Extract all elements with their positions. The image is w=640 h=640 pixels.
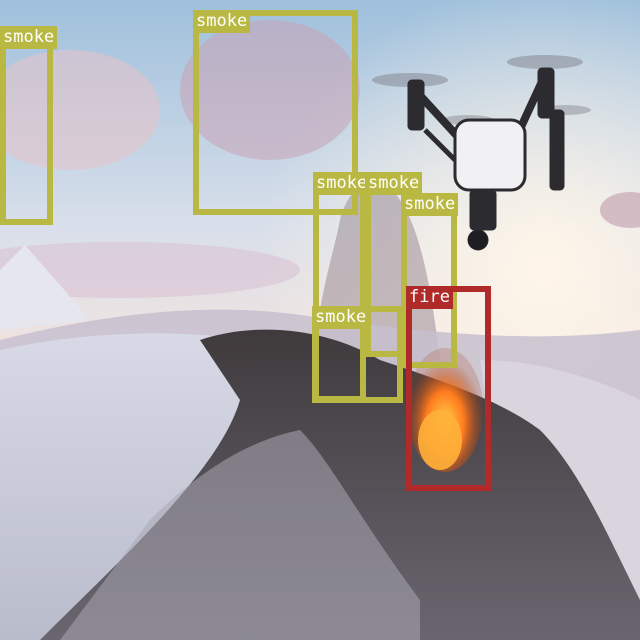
- detection-label: smoke: [313, 172, 371, 195]
- detection-label: smoke: [312, 306, 370, 329]
- detection-label: smoke: [0, 26, 58, 49]
- smoke-detection-box: smoke: [312, 306, 403, 403]
- smoke-detection-box: smoke: [0, 26, 58, 225]
- smoke-detection-box: smoke: [401, 193, 459, 368]
- smoke-detection-box: smoke: [193, 10, 358, 215]
- drone-graphic: [372, 55, 591, 251]
- detection-label: fire: [406, 286, 453, 309]
- fire-detection-box: fire: [406, 286, 491, 491]
- detection-label: smoke: [401, 193, 459, 216]
- detection-label: smoke: [365, 172, 423, 195]
- detection-label: smoke: [193, 10, 251, 33]
